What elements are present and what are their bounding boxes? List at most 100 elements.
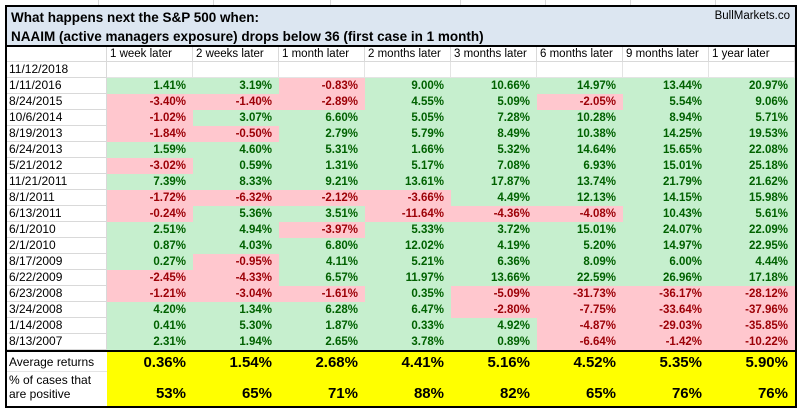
value-cell[interactable]: 6.36% <box>451 254 537 270</box>
value-cell[interactable]: -3.66% <box>365 190 451 206</box>
value-cell[interactable]: 2.51% <box>107 222 193 238</box>
value-cell[interactable]: 1.34% <box>193 302 279 318</box>
value-cell[interactable]: 4.11% <box>279 254 365 270</box>
value-cell[interactable]: 0.41% <box>107 318 193 334</box>
value-cell[interactable]: 0.87% <box>107 238 193 254</box>
corner-cell[interactable] <box>7 47 107 62</box>
value-cell[interactable]: 2.31% <box>107 334 193 350</box>
value-cell[interactable]: -10.22% <box>709 334 795 350</box>
value-cell[interactable]: -6.32% <box>193 190 279 206</box>
value-cell[interactable]: 17.87% <box>451 174 537 190</box>
value-cell[interactable]: -3.97% <box>279 222 365 238</box>
value-cell[interactable]: 1.66% <box>365 142 451 158</box>
value-cell[interactable]: 7.28% <box>451 110 537 126</box>
value-cell[interactable]: -0.83% <box>279 78 365 94</box>
value-cell[interactable]: 5.20% <box>537 238 623 254</box>
value-cell[interactable]: 15.65% <box>623 142 709 158</box>
value-cell[interactable]: 10.38% <box>537 126 623 142</box>
value-cell[interactable]: -1.40% <box>193 94 279 110</box>
value-cell[interactable]: 20.97% <box>709 78 795 94</box>
value-cell[interactable]: 15.01% <box>537 222 623 238</box>
value-cell[interactable]: -7.75% <box>537 302 623 318</box>
value-cell[interactable]: 12.13% <box>537 190 623 206</box>
column-header[interactable]: 1 month later <box>279 47 365 62</box>
value-cell[interactable]: -31.73% <box>537 286 623 302</box>
value-cell[interactable]: 13.44% <box>623 78 709 94</box>
value-cell[interactable]: 1.59% <box>107 142 193 158</box>
value-cell[interactable]: 26.96% <box>623 270 709 286</box>
value-cell[interactable]: 14.15% <box>623 190 709 206</box>
value-cell[interactable]: 17.18% <box>709 270 795 286</box>
value-cell[interactable]: 0.59% <box>193 158 279 174</box>
value-cell[interactable]: -29.03% <box>623 318 709 334</box>
value-cell[interactable]: -0.50% <box>193 126 279 142</box>
column-header[interactable]: 2 weeks later <box>193 47 279 62</box>
value-cell[interactable]: 5.33% <box>365 222 451 238</box>
value-cell[interactable]: 6.93% <box>537 158 623 174</box>
date-cell[interactable]: 8/17/2009 <box>7 254 107 270</box>
average-value-cell[interactable]: 4.41% <box>365 352 451 372</box>
value-cell[interactable]: 3.51% <box>279 206 365 222</box>
value-cell[interactable]: 5.36% <box>193 206 279 222</box>
value-cell[interactable]: 4.44% <box>709 254 795 270</box>
value-cell[interactable]: -33.64% <box>623 302 709 318</box>
value-cell[interactable]: 5.71% <box>709 110 795 126</box>
value-cell[interactable]: 6.47% <box>365 302 451 318</box>
value-cell[interactable]: 13.61% <box>365 174 451 190</box>
value-cell[interactable]: -4.36% <box>451 206 537 222</box>
percent-positive-cell[interactable]: 65% <box>193 372 279 406</box>
value-cell[interactable]: -1.72% <box>107 190 193 206</box>
value-cell[interactable]: 3.78% <box>365 334 451 350</box>
value-cell[interactable]: 5.31% <box>279 142 365 158</box>
value-cell[interactable]: -3.04% <box>193 286 279 302</box>
value-cell[interactable] <box>537 62 623 78</box>
value-cell[interactable]: 9.00% <box>365 78 451 94</box>
value-cell[interactable]: -0.95% <box>193 254 279 270</box>
value-cell[interactable] <box>623 62 709 78</box>
value-cell[interactable]: 7.39% <box>107 174 193 190</box>
value-cell[interactable]: 8.09% <box>537 254 623 270</box>
column-header[interactable]: 6 months later <box>537 47 623 62</box>
value-cell[interactable]: -6.64% <box>537 334 623 350</box>
value-cell[interactable]: -11.64% <box>365 206 451 222</box>
value-cell[interactable]: 25.18% <box>709 158 795 174</box>
value-cell[interactable]: 6.00% <box>623 254 709 270</box>
percent-positive-cell[interactable]: 76% <box>709 372 795 406</box>
value-cell[interactable]: 6.80% <box>279 238 365 254</box>
value-cell[interactable]: 3.72% <box>451 222 537 238</box>
value-cell[interactable]: -2.89% <box>279 94 365 110</box>
value-cell[interactable]: 6.28% <box>279 302 365 318</box>
value-cell[interactable]: 4.20% <box>107 302 193 318</box>
value-cell[interactable]: 5.21% <box>365 254 451 270</box>
percent-positive-cell[interactable]: 88% <box>365 372 451 406</box>
value-cell[interactable]: -4.08% <box>537 206 623 222</box>
value-cell[interactable]: 5.09% <box>451 94 537 110</box>
value-cell[interactable]: 1.41% <box>107 78 193 94</box>
value-cell[interactable]: 0.35% <box>365 286 451 302</box>
value-cell[interactable]: 4.49% <box>451 190 537 206</box>
date-cell[interactable]: 5/21/2012 <box>7 158 107 174</box>
value-cell[interactable]: 2.65% <box>279 334 365 350</box>
value-cell[interactable]: 14.97% <box>537 78 623 94</box>
value-cell[interactable]: 0.27% <box>107 254 193 270</box>
value-cell[interactable]: -4.87% <box>537 318 623 334</box>
value-cell[interactable]: 19.53% <box>709 126 795 142</box>
value-cell[interactable]: 10.43% <box>623 206 709 222</box>
date-cell[interactable]: 10/6/2014 <box>7 110 107 126</box>
value-cell[interactable]: -35.85% <box>709 318 795 334</box>
date-cell[interactable]: 6/23/2008 <box>7 286 107 302</box>
date-cell[interactable]: 6/22/2009 <box>7 270 107 286</box>
date-cell[interactable]: 3/24/2008 <box>7 302 107 318</box>
value-cell[interactable]: -3.02% <box>107 158 193 174</box>
average-value-cell[interactable]: 5.35% <box>623 352 709 372</box>
value-cell[interactable]: 5.32% <box>451 142 537 158</box>
value-cell[interactable]: -1.21% <box>107 286 193 302</box>
date-cell[interactable]: 8/1/2011 <box>7 190 107 206</box>
value-cell[interactable]: 4.60% <box>193 142 279 158</box>
value-cell[interactable]: 3.19% <box>193 78 279 94</box>
value-cell[interactable]: 6.60% <box>279 110 365 126</box>
date-cell[interactable]: 8/24/2015 <box>7 94 107 110</box>
value-cell[interactable] <box>365 62 451 78</box>
value-cell[interactable]: -5.09% <box>451 286 537 302</box>
value-cell[interactable]: -2.45% <box>107 270 193 286</box>
